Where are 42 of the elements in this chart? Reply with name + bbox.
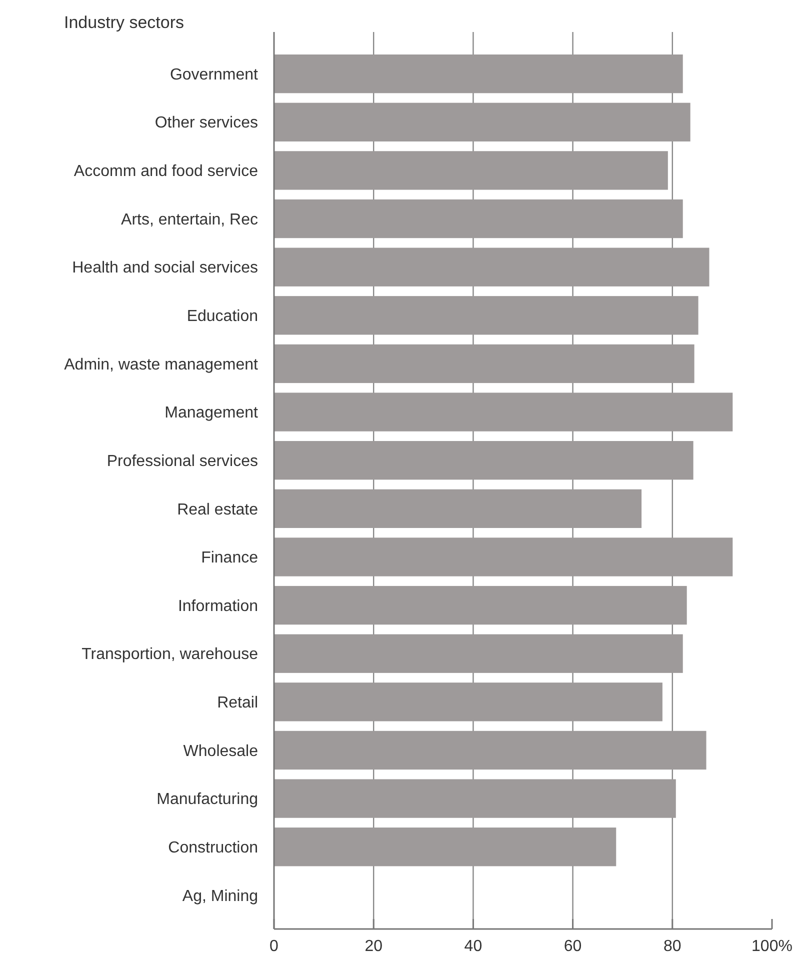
bar (274, 779, 676, 818)
bar (274, 828, 616, 866)
y-tick-label: Transportion, warehouse (82, 646, 258, 664)
x-tick-label: 40 (464, 938, 482, 955)
y-tick-label: Other services (154, 114, 258, 132)
bar (274, 296, 698, 335)
y-tick-label: Real estate (177, 501, 258, 518)
bar (274, 199, 683, 238)
y-tick-label: Retail (217, 694, 258, 712)
y-tick-label: Wholesale (183, 742, 258, 760)
bar (274, 682, 662, 722)
bar (274, 248, 710, 286)
bar (274, 634, 683, 673)
x-tick-label: 60 (564, 938, 582, 955)
bar (274, 730, 706, 770)
bar (274, 538, 733, 576)
bar (274, 151, 668, 190)
y-tick-label: Ag, Mining (182, 888, 258, 905)
y-tick-label: Health and social services (72, 260, 258, 277)
y-tick-label: Finance (201, 550, 258, 567)
y-tick-label: Accomm and food service (74, 163, 258, 180)
y-tick-label: Education (186, 308, 258, 325)
x-tick-label: 0 (270, 938, 279, 955)
bar (274, 54, 683, 94)
y-tick-label: Manufacturing (156, 791, 258, 808)
y-tick-label: Professional services (106, 452, 258, 470)
y-tick-label: Management (164, 404, 259, 422)
y-tick-label: Admin, waste management (64, 356, 259, 374)
x-tick-label: 80 (664, 938, 682, 955)
bar (274, 392, 733, 432)
bar (274, 344, 694, 384)
y-axis-title: Industry sectors (64, 13, 184, 32)
y-tick-label: Information (178, 598, 258, 615)
bar (274, 102, 690, 142)
bar (274, 586, 687, 625)
y-tick-label: Government (170, 66, 259, 84)
bar (274, 489, 642, 528)
y-tick-label: Construction (168, 839, 258, 856)
bar (274, 441, 694, 480)
y-tick-label: Arts, entertain, Rec (121, 211, 258, 228)
x-tick-label: 100% (752, 938, 792, 955)
x-tick-label: 20 (364, 938, 383, 955)
